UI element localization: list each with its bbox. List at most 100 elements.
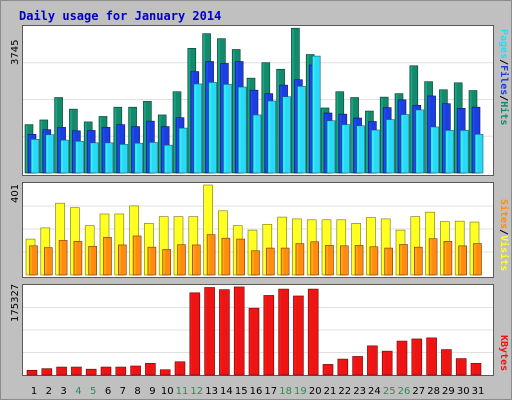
x-tick-label: 12 xyxy=(190,386,203,397)
x-tick-label: 20 xyxy=(309,386,322,397)
sites-bar xyxy=(221,237,231,276)
sites-bar xyxy=(265,247,275,276)
pages-bar xyxy=(193,83,203,174)
x-tick-label: 21 xyxy=(324,386,337,397)
x-tick-label: 15 xyxy=(235,386,248,397)
kbytes-bar xyxy=(159,369,171,376)
sites-bar xyxy=(325,245,334,276)
pages-bar xyxy=(356,125,365,174)
pages-bar xyxy=(430,126,439,174)
sites-bar xyxy=(354,245,364,276)
kbytes-bar xyxy=(396,340,408,376)
kbytes-bar xyxy=(174,361,186,376)
x-tick-label: 16 xyxy=(250,386,263,397)
x-tick-label: 28 xyxy=(427,386,440,397)
kbytes-bar xyxy=(100,366,112,376)
pages-bar xyxy=(178,127,188,174)
x-tick-label: 27 xyxy=(412,386,425,397)
x-tick-label: 13 xyxy=(205,386,218,397)
pages-bar xyxy=(385,119,395,174)
kbytes-bar xyxy=(470,363,482,376)
sites-bar xyxy=(458,245,468,276)
sites-bar xyxy=(177,244,186,276)
pages-bar xyxy=(149,142,158,174)
x-tick-label: 18 xyxy=(279,386,292,397)
sites-bar xyxy=(413,246,423,276)
kbytes-bar xyxy=(115,366,127,376)
kbytes-bar xyxy=(426,337,437,376)
kbytes-bar xyxy=(41,368,53,376)
kbytes-bar xyxy=(322,364,334,376)
kbytes-bar xyxy=(219,289,230,376)
kbytes-bar xyxy=(411,338,423,376)
kbytes-bar xyxy=(278,288,289,376)
kbytes-bar xyxy=(71,366,82,376)
sites-bar xyxy=(118,244,127,276)
pages-bar xyxy=(223,84,232,174)
pages-bar xyxy=(119,144,129,174)
sites-bar xyxy=(280,247,290,276)
pages-bar xyxy=(60,139,69,174)
pages-bar xyxy=(297,85,306,174)
sites-bar xyxy=(43,247,53,276)
x-tick-label: 24 xyxy=(368,386,381,397)
pages-bar xyxy=(311,55,321,174)
x-tick-label: 29 xyxy=(442,386,455,397)
sites-bar xyxy=(443,241,453,276)
sites-bar xyxy=(162,249,171,276)
pages-bar xyxy=(104,142,114,174)
pages-bar xyxy=(474,133,484,174)
x-tick-label: 3 xyxy=(60,386,66,397)
kbytes-bar xyxy=(352,356,363,376)
kbytes-bar xyxy=(455,358,467,376)
kbytes-bar xyxy=(56,366,67,376)
x-tick-label: 26 xyxy=(398,386,411,397)
x-tick-label: 19 xyxy=(294,386,307,397)
x-tick-label: 14 xyxy=(220,386,233,397)
pages-bar xyxy=(45,134,55,174)
sites-bar xyxy=(206,234,216,276)
sites-bar xyxy=(251,250,260,276)
kbytes-bar xyxy=(367,345,378,376)
x-tick-label: 17 xyxy=(264,386,277,397)
x-tick-label: 11 xyxy=(176,386,189,397)
pages-bar xyxy=(415,109,425,174)
pages-bar xyxy=(89,142,99,174)
kbytes-bar xyxy=(204,287,215,376)
x-tick-label: 9 xyxy=(149,386,155,397)
sites-bar xyxy=(147,246,157,276)
sites-bar xyxy=(310,241,320,276)
sites-bar xyxy=(339,245,349,276)
x-tick-label: 25 xyxy=(383,386,396,397)
x-tick-label: 10 xyxy=(161,386,174,397)
x-tick-label: 7 xyxy=(120,386,126,397)
pages-bar xyxy=(208,82,217,174)
kbytes-bar xyxy=(293,295,304,376)
x-tick-label: 5 xyxy=(90,386,96,397)
kbytes-bar xyxy=(85,368,97,376)
chart-title: Daily usage for January 2014 xyxy=(19,9,222,23)
kbytes-bar xyxy=(233,286,245,376)
pages-bar xyxy=(75,140,84,174)
kbytes-bar xyxy=(337,358,349,376)
x-tick-label: 2 xyxy=(46,386,52,397)
kbytes-bar xyxy=(263,295,275,376)
kbytes-bar xyxy=(26,369,38,376)
sites-bar xyxy=(192,244,201,276)
x-tick-label: 30 xyxy=(457,386,470,397)
sites-bar xyxy=(236,238,245,276)
x-tick-label: 8 xyxy=(134,386,140,397)
pages-bar xyxy=(371,129,380,174)
pages-bar xyxy=(163,144,173,174)
pages-bar xyxy=(326,120,336,174)
sites-bar xyxy=(88,245,97,276)
pages-bar xyxy=(237,86,247,174)
kbytes-bar xyxy=(441,349,452,376)
pages-bar xyxy=(267,100,277,174)
sites-bar xyxy=(399,244,408,276)
sites-bar xyxy=(473,243,482,276)
pages-bar xyxy=(252,114,262,174)
sites-bar xyxy=(58,240,68,276)
